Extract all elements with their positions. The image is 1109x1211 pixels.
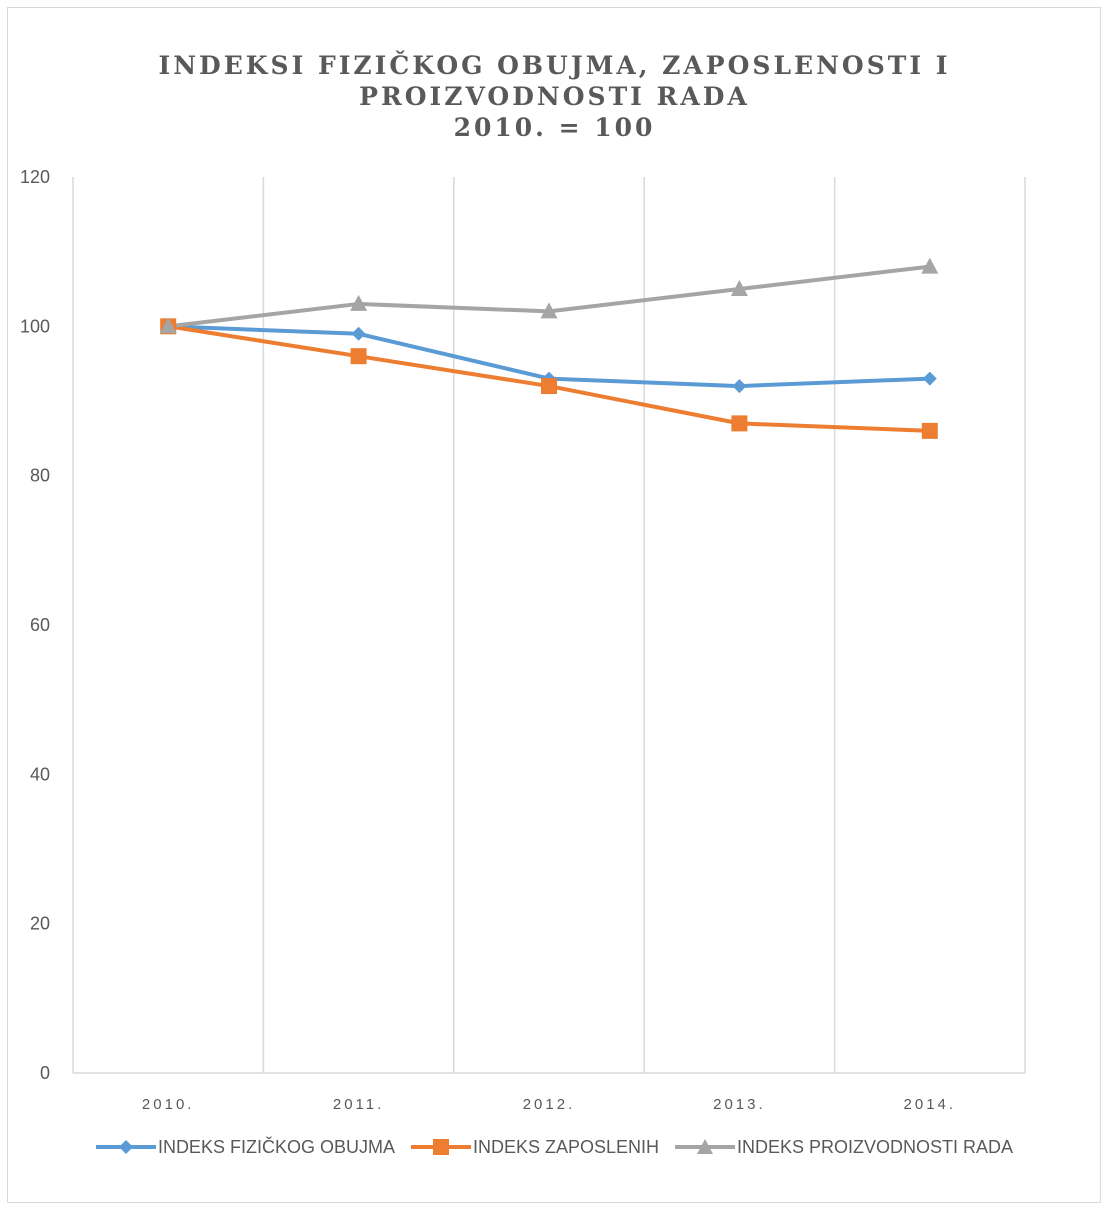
chart-area bbox=[7, 7, 1101, 1203]
x-tick-label: 2013. bbox=[713, 1096, 766, 1113]
legend-swatch-triangle bbox=[675, 1139, 736, 1154]
data-point-triangle bbox=[730, 280, 748, 296]
x-tick-label: 2014. bbox=[904, 1096, 957, 1113]
chart-title-line-1: INDEKSI FIZIČKOG OBUJMA, ZAPOSLENOSTI I bbox=[158, 51, 951, 80]
x-tick-label: 2012. bbox=[523, 1096, 576, 1113]
legend-item-fizicki-obujam: INDEKS FIZIČKOG OBUJMA bbox=[95, 1136, 395, 1158]
y-tick-label: 100 bbox=[20, 316, 50, 336]
legend-label: INDEKS ZAPOSLENIH bbox=[472, 1136, 660, 1157]
chart-title-line-3: 2010. = 100 bbox=[453, 113, 656, 142]
legend-swatch-square bbox=[410, 1139, 471, 1155]
y-tick-label: 0 bbox=[40, 1063, 50, 1083]
legend-item-zaposleni: INDEKS ZAPOSLENIH bbox=[410, 1136, 660, 1158]
x-tick-label: 2011. bbox=[333, 1096, 384, 1113]
legend-label: INDEKS FIZIČKOG OBUJMA bbox=[157, 1136, 395, 1157]
chart-title-line-2: PROIZVODNOSTI RADA bbox=[359, 82, 750, 111]
data-point-diamond bbox=[922, 371, 937, 386]
legend-label: INDEKS PROIZVODNOSTI RADA bbox=[737, 1136, 1014, 1157]
data-point-diamond bbox=[351, 326, 366, 341]
y-tick-label: 20 bbox=[30, 914, 50, 934]
data-point-triangle bbox=[540, 302, 558, 319]
axes: 0 20 40 60 80 100 120 2010. 2011. 2012. 2013. 2014. bbox=[20, 167, 1025, 1113]
series-markers bbox=[159, 257, 939, 439]
data-point-triangle bbox=[350, 294, 368, 311]
grid-lines bbox=[72, 177, 1026, 1073]
legend-item-proizvodnost: INDEKS PROIZVODNOSTI RADA bbox=[675, 1137, 1013, 1158]
data-point-triangle bbox=[921, 257, 939, 274]
y-tick-label: 60 bbox=[30, 615, 50, 635]
legend: INDEKS FIZIČKOG OBUJMA INDEKS ZAPOSLENIH… bbox=[0, 1132, 1109, 1162]
series-lines bbox=[167, 264, 931, 433]
data-point-square bbox=[731, 415, 748, 432]
data-point-diamond bbox=[732, 379, 747, 394]
data-point-square bbox=[541, 378, 557, 395]
data-point-triangle bbox=[159, 317, 177, 334]
x-tick-label: 2010. bbox=[142, 1096, 195, 1113]
y-tick-label: 80 bbox=[30, 466, 50, 486]
data-point-square bbox=[921, 422, 938, 439]
y-tick-label: 120 bbox=[20, 167, 50, 187]
legend-swatch-diamond bbox=[95, 1140, 156, 1154]
data-point-square bbox=[350, 348, 367, 365]
chart-title: INDEKSI FIZIČKOG OBUJMA, ZAPOSLENOSTI I … bbox=[0, 50, 1109, 143]
y-tick-label: 40 bbox=[30, 764, 50, 784]
